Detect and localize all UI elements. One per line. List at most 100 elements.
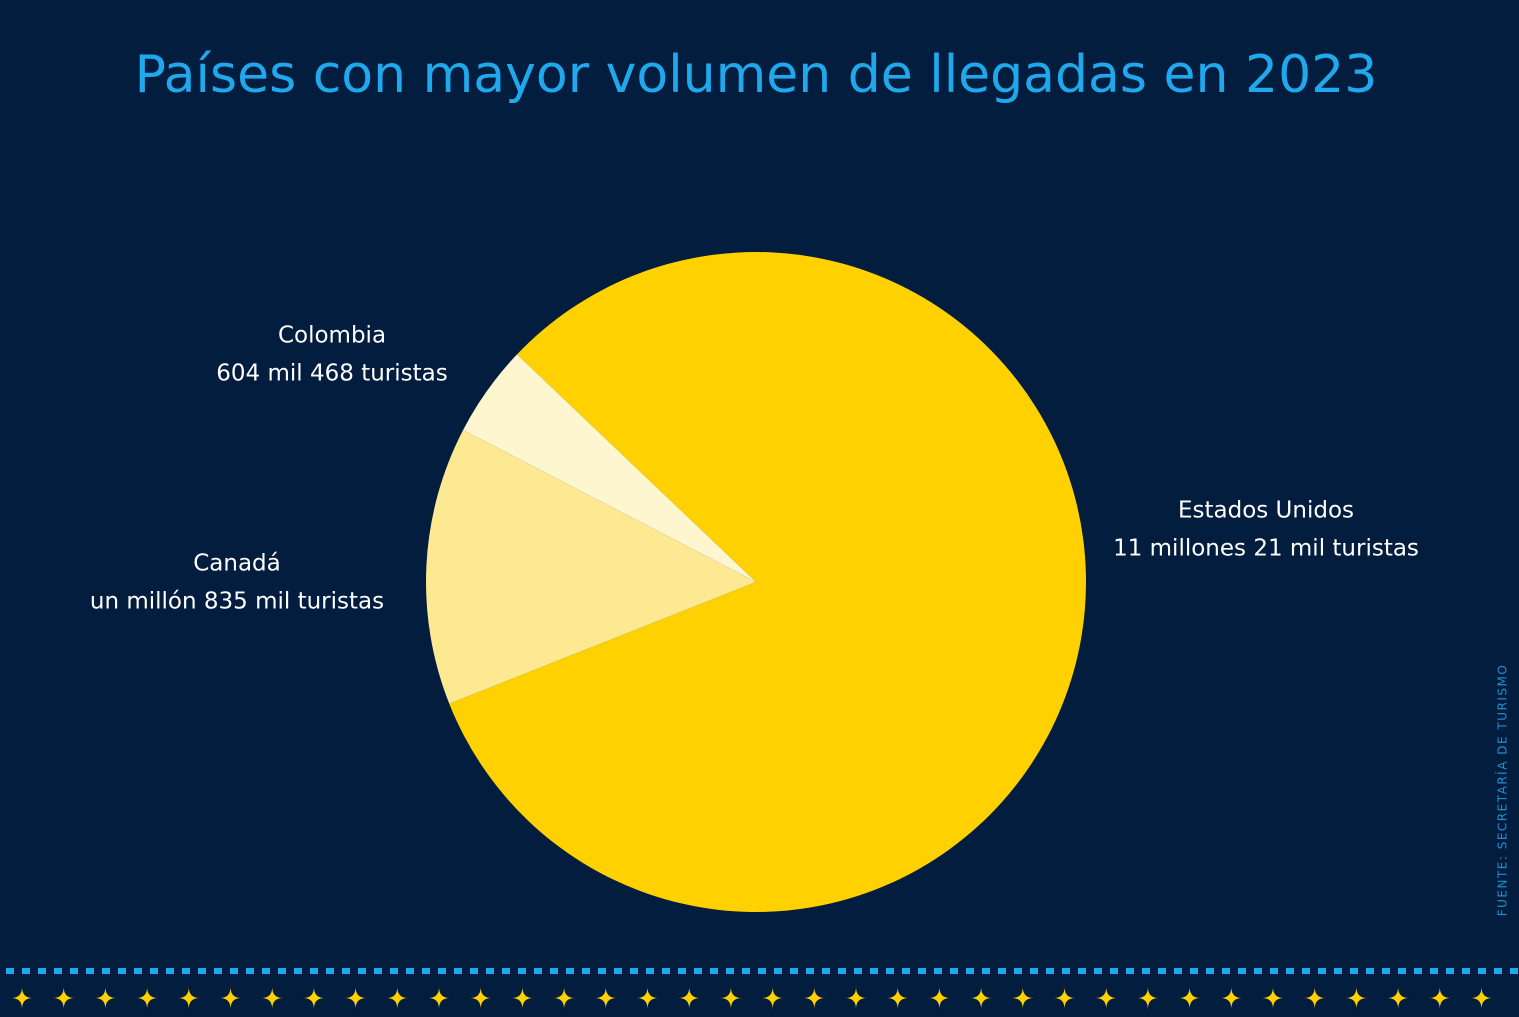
border-dash <box>358 968 366 974</box>
border-star <box>302 987 325 1009</box>
border-dash <box>262 968 270 974</box>
border-dash <box>118 968 126 974</box>
border-dash <box>934 968 942 974</box>
border-star <box>678 987 701 1009</box>
border-dash <box>790 968 798 974</box>
border-dash <box>758 968 766 974</box>
border-dash <box>1446 968 1454 974</box>
border-star <box>94 987 117 1009</box>
source: FUENTE: SECRETARÍA DE TURISMO <box>1495 664 1510 917</box>
border-dash <box>838 968 846 974</box>
border-star <box>1345 987 1368 1009</box>
border-dash <box>726 968 734 974</box>
border-dash <box>1462 968 1470 974</box>
border-star <box>386 987 409 1009</box>
border-dash <box>278 968 286 974</box>
border-dash <box>982 968 990 974</box>
border-star <box>928 987 951 1009</box>
border-star <box>1136 987 1159 1009</box>
pie-slice <box>463 354 756 582</box>
border-star <box>52 987 75 1009</box>
border-dash <box>1366 968 1374 974</box>
border-dash <box>1030 968 1038 974</box>
border-dash <box>310 968 318 974</box>
border-dash <box>694 968 702 974</box>
border-dash <box>6 968 14 974</box>
border-dash <box>918 968 926 974</box>
border-dash <box>1126 968 1134 974</box>
value-label: un millón 835 mil turistas <box>90 589 384 615</box>
border-dash <box>1014 968 1022 974</box>
border-star <box>1387 987 1410 1009</box>
border-star <box>761 987 784 1009</box>
border-dash <box>1398 968 1406 974</box>
border-dash <box>486 968 494 974</box>
border-dash <box>374 968 382 974</box>
border-dash <box>214 968 222 974</box>
border-dash <box>1238 968 1246 974</box>
border-dash <box>454 968 462 974</box>
border-dash <box>1158 968 1166 974</box>
border-dash <box>902 968 910 974</box>
border-dash <box>342 968 350 974</box>
pie-slice <box>449 251 1087 912</box>
border-star <box>1220 987 1243 1009</box>
border-dash <box>294 968 302 974</box>
border-dash <box>518 968 526 974</box>
border-dash <box>1510 968 1518 974</box>
border-star <box>719 987 742 1009</box>
border-dash <box>70 968 78 974</box>
border-dash <box>582 968 590 974</box>
border-dash <box>182 968 190 974</box>
border-star <box>1095 987 1118 1009</box>
border-star <box>261 987 284 1009</box>
border-dash <box>1110 968 1118 974</box>
border-dash <box>870 968 878 974</box>
border-dash <box>230 968 238 974</box>
border-dash <box>1286 968 1294 974</box>
border-dash <box>438 968 446 974</box>
border-star <box>1178 987 1201 1009</box>
border-dash <box>470 968 478 974</box>
value-label: 604 mil 468 turistas <box>216 361 447 387</box>
border-dash <box>950 968 958 974</box>
border-star <box>219 987 242 1009</box>
border-dash <box>1222 968 1230 974</box>
slice-label: Estados Unidos <box>1178 498 1354 524</box>
border-dash <box>102 968 110 974</box>
border-star <box>636 987 659 1009</box>
border-dash <box>38 968 46 974</box>
border-dash <box>1270 968 1278 974</box>
border-dash <box>246 968 254 974</box>
border-star <box>803 987 826 1009</box>
border-dash <box>1190 968 1198 974</box>
border-dash <box>150 968 158 974</box>
border-dash <box>502 968 510 974</box>
border-dash <box>1078 968 1086 974</box>
border-star <box>553 987 576 1009</box>
border-dash <box>1062 968 1070 974</box>
border-dash <box>134 968 142 974</box>
border-dash <box>1430 968 1438 974</box>
border-star <box>428 987 450 1009</box>
slice-label: Colombia <box>278 323 386 349</box>
border-dash <box>326 968 334 974</box>
border-star <box>1428 987 1451 1009</box>
border-dash <box>886 968 894 974</box>
border-star <box>594 987 617 1009</box>
border-dash <box>774 968 782 974</box>
border-dash <box>566 968 574 974</box>
border-dash <box>1094 968 1102 974</box>
border-dash <box>422 968 430 974</box>
border-dash <box>198 968 206 974</box>
border-dash <box>166 968 174 974</box>
border-dash <box>630 968 638 974</box>
border-star <box>11 987 33 1009</box>
border-star <box>1011 987 1034 1009</box>
border-dash <box>598 968 606 974</box>
border-dash <box>1478 968 1486 974</box>
border-star <box>344 987 367 1009</box>
border-dash <box>406 968 414 974</box>
